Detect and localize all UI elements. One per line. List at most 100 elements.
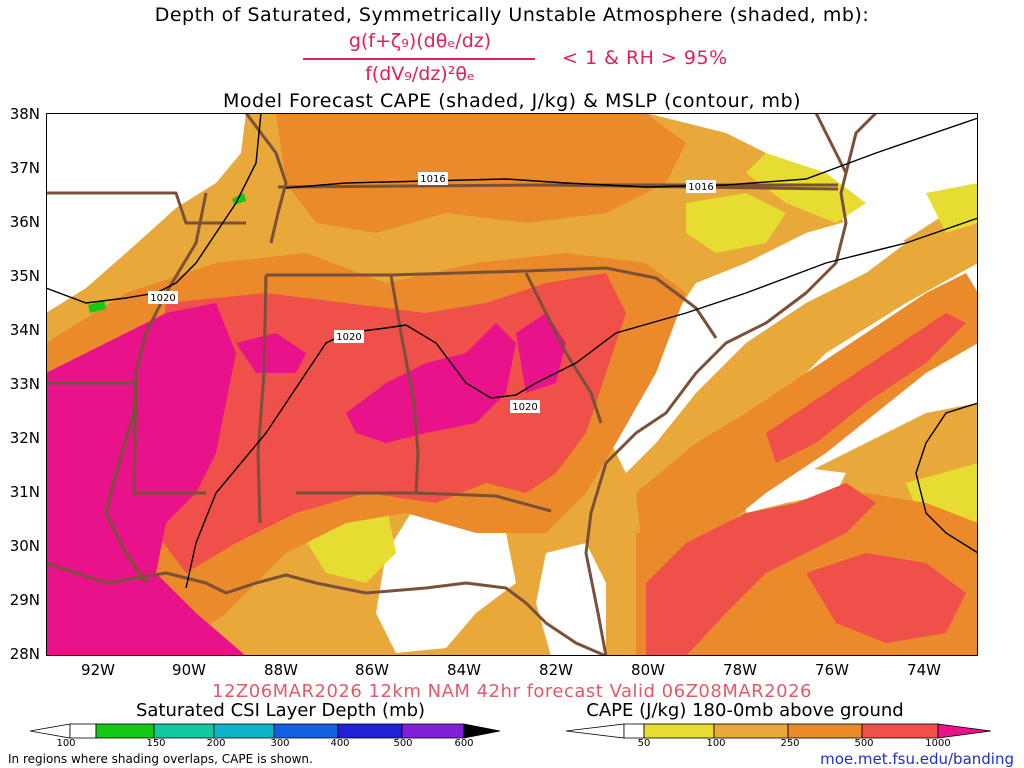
cape-magenta-central <box>346 323 516 443</box>
border-ky-west <box>244 113 288 244</box>
lon-label-84w: 84W <box>447 661 481 679</box>
border-al-ga <box>389 274 420 494</box>
cape-orange-north <box>276 113 686 233</box>
cape-tick-500: 500 <box>854 738 874 749</box>
csi-tick-600: 600 <box>454 738 474 749</box>
isobar-1020-central <box>185 217 978 589</box>
coastline-atlantic <box>584 113 878 656</box>
formula-condition: < 1 & RH > 95% <box>562 47 728 69</box>
map-frame <box>46 113 978 656</box>
cape-bar-arrow-right <box>937 723 991 739</box>
isobar-label-3: 1020 <box>150 293 175 304</box>
lat-label-32n: 32N <box>9 429 40 447</box>
border-ar-la <box>46 381 206 495</box>
lat-label-31n: 31N <box>9 483 40 501</box>
cape-tick-1000: 1000 <box>925 738 951 749</box>
csi-bar-seg-1 <box>95 723 155 739</box>
lat-label-28n: 28N <box>9 645 40 663</box>
lon-label-88w: 88W <box>264 661 298 679</box>
isobar-label-box-5 <box>510 400 540 413</box>
isobar-label-5: 1020 <box>512 402 537 413</box>
footer-note: In regions where shading overlaps, CAPE … <box>8 752 313 766</box>
cape-magenta-west <box>46 303 246 656</box>
formula-denominator: f(dV₉/dz)²θₑ <box>365 63 475 85</box>
border-ga-sc <box>524 272 603 424</box>
footer-url[interactable]: moe.met.fsu.edu/banding <box>820 750 1014 768</box>
lon-label-92w: 92W <box>81 661 115 679</box>
title-line-1: Depth of Saturated, Symmetrically Unstab… <box>154 4 870 26</box>
forecast-map: 1016 1016 1020 1020 1020 <box>46 113 978 656</box>
lon-label-76w: 76W <box>815 661 849 679</box>
lon-label-78w: 78W <box>723 661 757 679</box>
csi-bar-arrow-left <box>30 723 71 739</box>
lat-label-30n: 30N <box>9 537 40 555</box>
csi-green-2 <box>232 193 246 205</box>
lon-label-74w: 74W <box>907 661 941 679</box>
cape-low-area-gulf-1 <box>376 503 516 653</box>
isobar-label-box-3 <box>148 291 178 304</box>
cape-bar-seg-4 <box>861 723 939 739</box>
csi-bar-seg-5 <box>337 723 403 739</box>
isobar-label-4: 1020 <box>336 332 361 343</box>
cape-tick-50: 50 <box>637 738 651 749</box>
lat-label-33n: 33N <box>9 375 40 393</box>
csi-tick-150: 150 <box>146 738 166 749</box>
river-mississippi <box>104 192 208 584</box>
csi-legend-label: Saturated CSI Layer Depth (mb) <box>135 700 426 721</box>
csi-tick-300: 300 <box>270 738 290 749</box>
forecast-valid-text: 12Z06MAR2026 12km NAM 42hr forecast Vali… <box>212 681 812 702</box>
csi-bar-arrow-right <box>463 723 500 739</box>
csi-tick-400: 400 <box>330 738 350 749</box>
isobar-label-box-2 <box>686 180 716 193</box>
csi-tick-200: 200 <box>206 738 226 749</box>
border-tn-south <box>266 266 607 277</box>
csi-bar-seg-6 <box>401 723 465 739</box>
lat-label-29n: 29N <box>9 591 40 609</box>
isobar-label-2: 1016 <box>688 182 713 193</box>
cape-bar-arrow-left <box>566 723 625 739</box>
cape-red-atlantic <box>806 553 966 643</box>
lon-label-90w: 90W <box>172 661 206 679</box>
isobar-label-box-1 <box>418 172 448 185</box>
cape-bar-seg-1 <box>643 723 715 739</box>
lat-label-35n: 35N <box>9 267 40 285</box>
cape-yellow-ocean <box>926 183 978 233</box>
coastline-chesapeake <box>814 113 848 174</box>
lat-label-34n: 34N <box>9 321 40 339</box>
csi-green-1 <box>88 301 106 313</box>
cape-low-area-nw <box>46 113 246 313</box>
lon-label-82w: 82W <box>539 661 573 679</box>
csi-bar-seg-4 <box>273 723 339 739</box>
border-mo-ar <box>46 191 246 225</box>
lat-label-37n: 37N <box>9 159 40 177</box>
border-nc-sc <box>605 266 718 339</box>
cape-red-gulfstream <box>646 483 876 656</box>
formula-numerator: g(f+ζ₉)(dθₑ/dz) <box>348 30 492 52</box>
state-borders <box>46 113 878 656</box>
cape-red-offshore <box>766 313 966 463</box>
title-line-3: Model Forecast CAPE (shaded, J/kg) & MSL… <box>222 90 802 112</box>
cape-legend-label: CAPE (J/kg) 180-0mb above ground <box>586 700 904 721</box>
cape-colorbar <box>566 723 991 739</box>
csi-colorbar <box>30 723 500 739</box>
isobar-1020-east <box>915 402 978 554</box>
csi-bar-seg-3 <box>213 723 275 739</box>
isobar-1016-a <box>285 117 978 189</box>
cape-bar-seg-0 <box>623 723 645 739</box>
border-ms-al <box>256 274 268 524</box>
lat-label-36n: 36N <box>9 213 40 231</box>
lon-label-86w: 86W <box>355 661 389 679</box>
cape-bar-seg-3 <box>787 723 863 739</box>
coastline-gulf <box>46 561 607 656</box>
csi-bar-seg-0 <box>69 723 97 739</box>
isobar-label-1: 1016 <box>420 174 445 185</box>
isobar-labels: 1016 1016 1020 1020 1020 <box>148 172 716 413</box>
isobars <box>46 113 978 589</box>
cape-bar-seg-2 <box>713 723 789 739</box>
csi-tick-500: 500 <box>393 738 413 749</box>
cape-magenta-ga <box>516 313 566 393</box>
isobar-1020-west <box>46 113 262 304</box>
formula-fraction-bar <box>303 58 535 60</box>
cape-tick-100: 100 <box>706 738 726 749</box>
cape-tick-250: 250 <box>780 738 800 749</box>
